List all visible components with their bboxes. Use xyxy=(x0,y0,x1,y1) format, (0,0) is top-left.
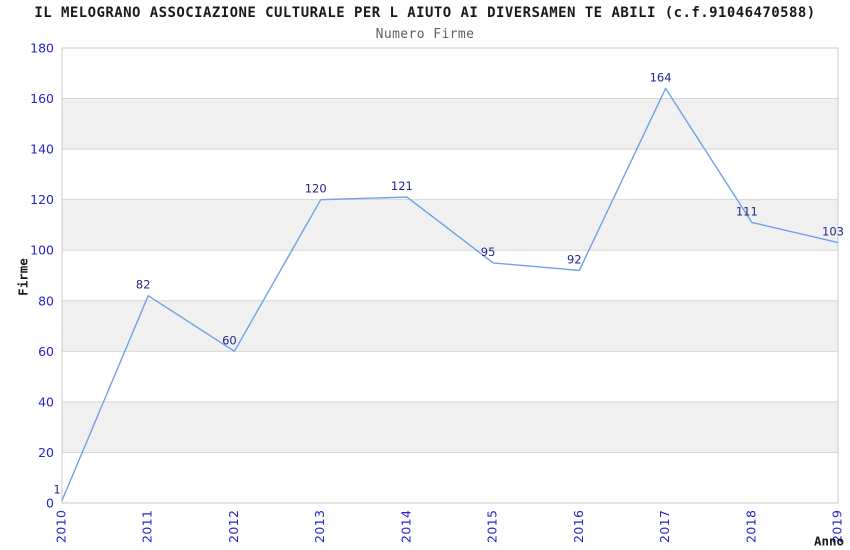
x-tick-label: 2018 xyxy=(743,510,758,543)
y-tick-label: 160 xyxy=(30,91,54,106)
y-axis-title: Firme xyxy=(15,258,31,296)
y-tick-label: 20 xyxy=(38,445,54,460)
data-label: 120 xyxy=(305,182,327,196)
grid-band xyxy=(62,401,838,453)
data-label: 111 xyxy=(736,204,758,218)
y-tick-label: 140 xyxy=(30,142,54,157)
chart-subtitle: Numero Firme xyxy=(375,27,475,42)
x-axis-title: Anno xyxy=(813,533,845,549)
plot-border xyxy=(61,47,839,504)
y-tick-label: 60 xyxy=(38,344,54,359)
data-label: 92 xyxy=(567,252,582,266)
x-tick-label: 2016 xyxy=(571,510,586,543)
data-label: 121 xyxy=(391,179,413,193)
y-tick-label: 40 xyxy=(38,394,54,409)
y-tick-label: 0 xyxy=(46,496,54,511)
data-label: 1 xyxy=(53,483,60,497)
data-label: 103 xyxy=(822,225,844,239)
y-tick-label: 120 xyxy=(30,192,54,207)
x-tick-label: 2017 xyxy=(657,510,672,543)
chart-title: IL MELOGRANO ASSOCIAZIONE CULTURALE PER … xyxy=(34,5,816,21)
x-tick-label: 2011 xyxy=(140,510,155,543)
grid-band xyxy=(62,300,838,352)
x-tick-label: 2012 xyxy=(226,510,241,543)
x-tick-label: 2013 xyxy=(312,510,327,543)
x-tick-label: 2014 xyxy=(398,510,413,543)
y-tick-label: 180 xyxy=(30,41,54,56)
grid-band xyxy=(62,199,838,251)
x-tick-label: 2015 xyxy=(485,510,500,543)
y-tick-label: 100 xyxy=(30,243,54,258)
data-line xyxy=(61,87,839,501)
data-label: 82 xyxy=(136,278,151,292)
data-label: 164 xyxy=(650,70,672,84)
x-tick-label: 2019 xyxy=(830,510,845,543)
data-label: 60 xyxy=(222,333,237,347)
x-tick-label: 2010 xyxy=(54,510,69,543)
grid-band xyxy=(62,98,838,150)
y-tick-label: 80 xyxy=(38,293,54,308)
data-label: 95 xyxy=(481,245,496,259)
